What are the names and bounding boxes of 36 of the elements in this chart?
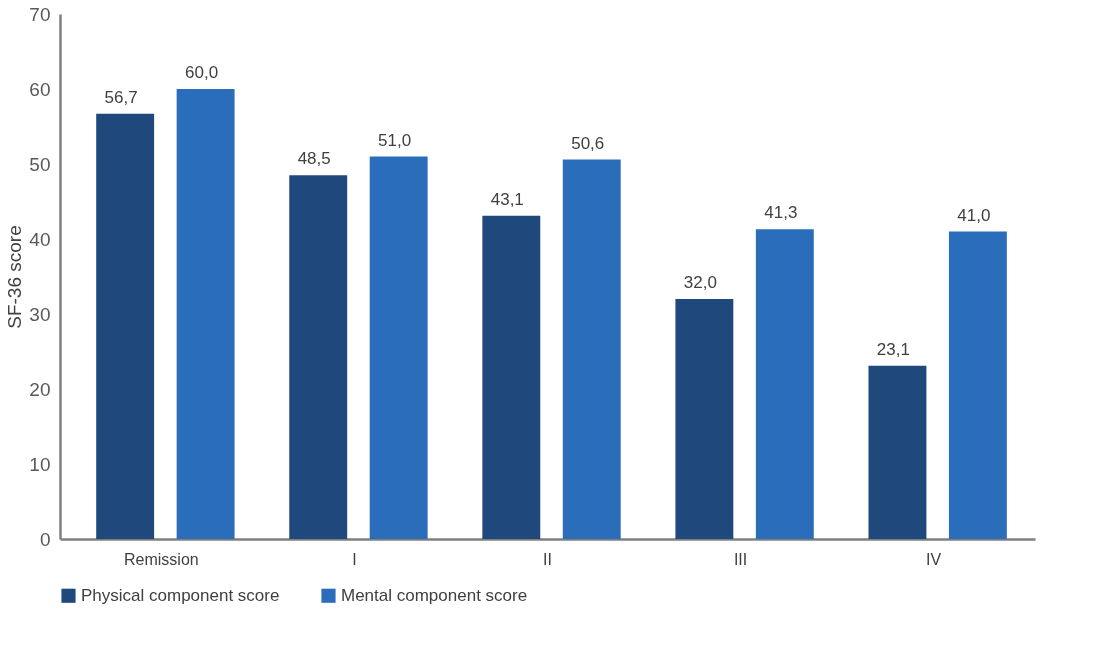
legend-label: Physical component score [81,585,280,605]
data-label: 51,0 [378,130,412,150]
bar [96,113,155,539]
data-label: 32,0 [683,273,717,292]
data-label: 43,1 [490,189,524,209]
bar [948,231,1007,539]
y-axis-title: SF-36 score [4,225,26,329]
bar [289,175,348,539]
y-tick-label: 60 [29,78,51,100]
data-label: 50,6 [571,133,605,153]
bar [482,215,541,539]
data-label: 41,0 [957,205,991,225]
bar [755,229,814,539]
y-tick-label: 40 [29,228,51,250]
y-tick-label: 10 [29,453,51,475]
bar [562,159,621,539]
x-tick-label: I [352,550,357,568]
x-tick-label: III [733,550,748,568]
y-tick-label: 50 [29,153,51,175]
bar [176,89,235,539]
data-label: 56,7 [104,87,138,107]
data-label: 60,0 [185,63,219,82]
legend-label: Mental component score [341,585,528,605]
data-label: 23,1 [876,339,910,359]
x-tick-label: Remission [124,550,199,568]
data-label: 41,3 [764,203,798,223]
y-tick-label: 70 [29,3,51,25]
data-label: 48,5 [297,149,331,169]
y-tick-label: 20 [29,378,51,400]
x-tick-label: II [543,550,552,568]
x-tick-label: IV [926,550,942,568]
bar [675,299,734,539]
y-tick-label: 30 [29,303,51,325]
bar [369,156,428,539]
bar [868,365,927,539]
y-tick-label: 0 [39,528,51,550]
